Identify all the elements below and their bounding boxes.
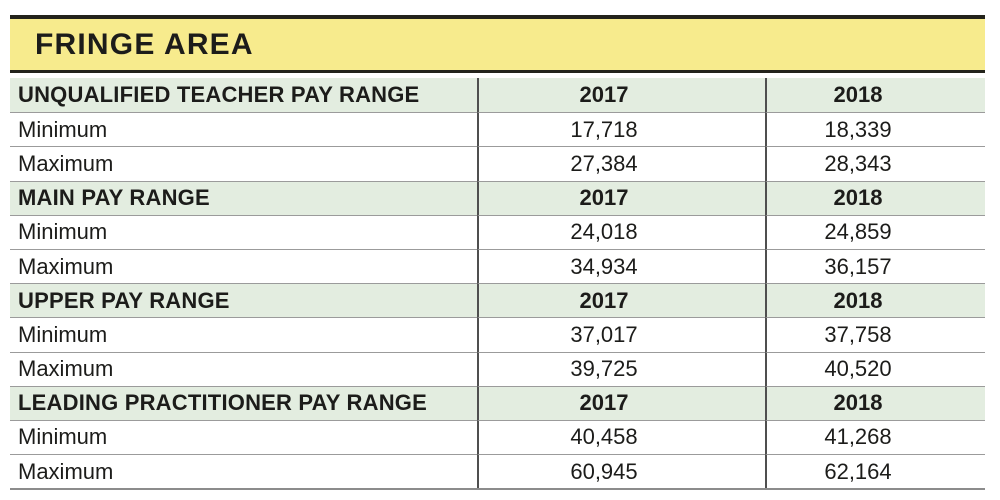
row-label: Minimum: [10, 112, 477, 147]
value-2017: 39,725: [477, 351, 765, 386]
value-2017: 37,017: [477, 317, 765, 352]
row-label: Minimum: [10, 317, 477, 352]
value-2018: 36,157: [765, 248, 985, 284]
value-2018: 41,268: [765, 419, 985, 455]
row-label: Maximum: [10, 248, 477, 284]
value-2018: 62,164: [765, 454, 985, 489]
page-title: FRINGE AREA: [35, 27, 254, 61]
value-2017: 27,384: [477, 146, 765, 181]
pay-table: FRINGE AREA UNQUALIFIED TEACHER PAY RANG…: [10, 15, 985, 491]
section-title: MAIN PAY RANGE: [10, 180, 477, 215]
year-header-2018: 2018: [765, 283, 985, 318]
year-header-2017: 2017: [477, 385, 765, 420]
year-header-2018: 2018: [765, 180, 985, 215]
pay-table-grid: UNQUALIFIED TEACHER PAY RANGE 2017 2018 …: [10, 78, 985, 491]
value-2017: 40,458: [477, 419, 765, 455]
section-title: UPPER PAY RANGE: [10, 283, 477, 318]
value-2018: 18,339: [765, 112, 985, 147]
value-2018: 37,758: [765, 317, 985, 352]
year-header-2017: 2017: [477, 78, 765, 113]
title-bar: FRINGE AREA: [10, 15, 985, 73]
year-header-2017: 2017: [477, 283, 765, 318]
value-2018: 40,520: [765, 351, 985, 386]
row-label: Minimum: [10, 214, 477, 249]
value-2017: 60,945: [477, 454, 765, 489]
section-title: LEADING PRACTITIONER PAY RANGE: [10, 385, 477, 420]
year-header-2018: 2018: [765, 78, 985, 113]
row-label: Maximum: [10, 454, 477, 489]
year-header-2018: 2018: [765, 385, 985, 420]
value-2017: 17,718: [477, 112, 765, 147]
year-header-2017: 2017: [477, 180, 765, 215]
value-2017: 34,934: [477, 248, 765, 284]
value-2018: 28,343: [765, 146, 985, 181]
section-title: UNQUALIFIED TEACHER PAY RANGE: [10, 78, 477, 113]
row-label: Minimum: [10, 419, 477, 455]
row-label: Maximum: [10, 351, 477, 386]
row-label: Maximum: [10, 146, 477, 181]
value-2017: 24,018: [477, 214, 765, 249]
value-2018: 24,859: [765, 214, 985, 249]
